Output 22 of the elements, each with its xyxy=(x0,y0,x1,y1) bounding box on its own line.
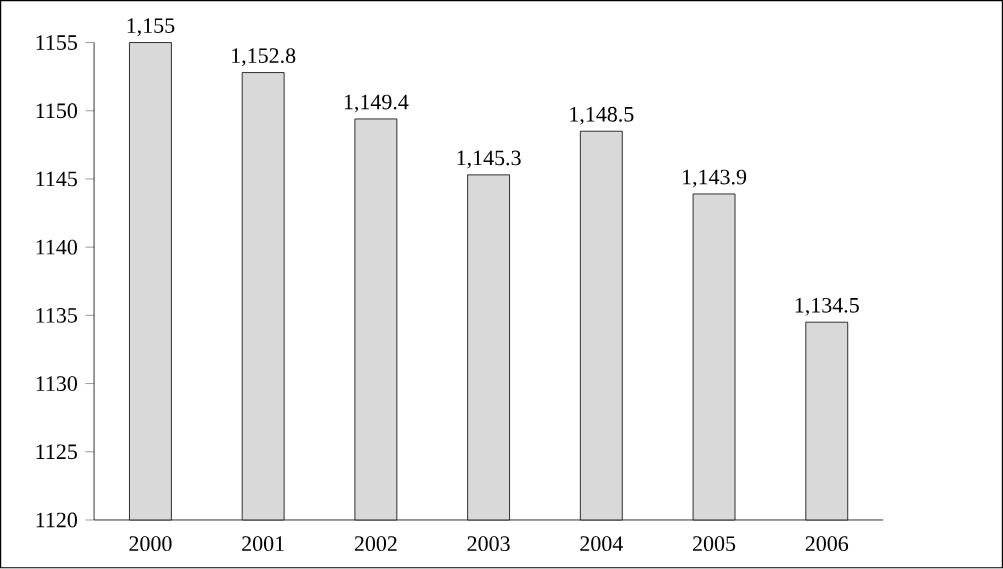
y-tick-label: 1150 xyxy=(36,103,77,119)
x-tick-label: 2002 xyxy=(354,536,397,552)
data-label: 1,145.3 xyxy=(457,150,521,169)
data-label: 1,155 xyxy=(127,18,175,37)
y-tick-label: 1135 xyxy=(36,308,77,323)
x-tick-label: 2003 xyxy=(467,536,510,552)
data-label: 1,152.8 xyxy=(232,48,296,67)
y-tick-label: 1125 xyxy=(36,444,77,460)
y-tick-label: 1155 xyxy=(36,35,77,51)
y-tick-label: 1140 xyxy=(36,240,77,255)
x-tick-label: 2006 xyxy=(805,536,849,552)
y-tick-label: 1130 xyxy=(36,376,77,392)
data-label: 1,134.5 xyxy=(795,298,859,317)
x-tick-label: 2005 xyxy=(693,536,736,552)
y-tick-label: 1145 xyxy=(36,171,77,187)
data-label: 1,149.4 xyxy=(344,94,409,113)
data-label: 1,143.9 xyxy=(683,169,747,188)
x-tick-label: 2004 xyxy=(580,536,623,552)
y-tick-label: 1120 xyxy=(36,512,77,528)
data-label: 1,148.5 xyxy=(570,107,634,126)
x-tick-label: 2001 xyxy=(242,536,284,552)
x-tick-label: 2000 xyxy=(129,536,172,552)
